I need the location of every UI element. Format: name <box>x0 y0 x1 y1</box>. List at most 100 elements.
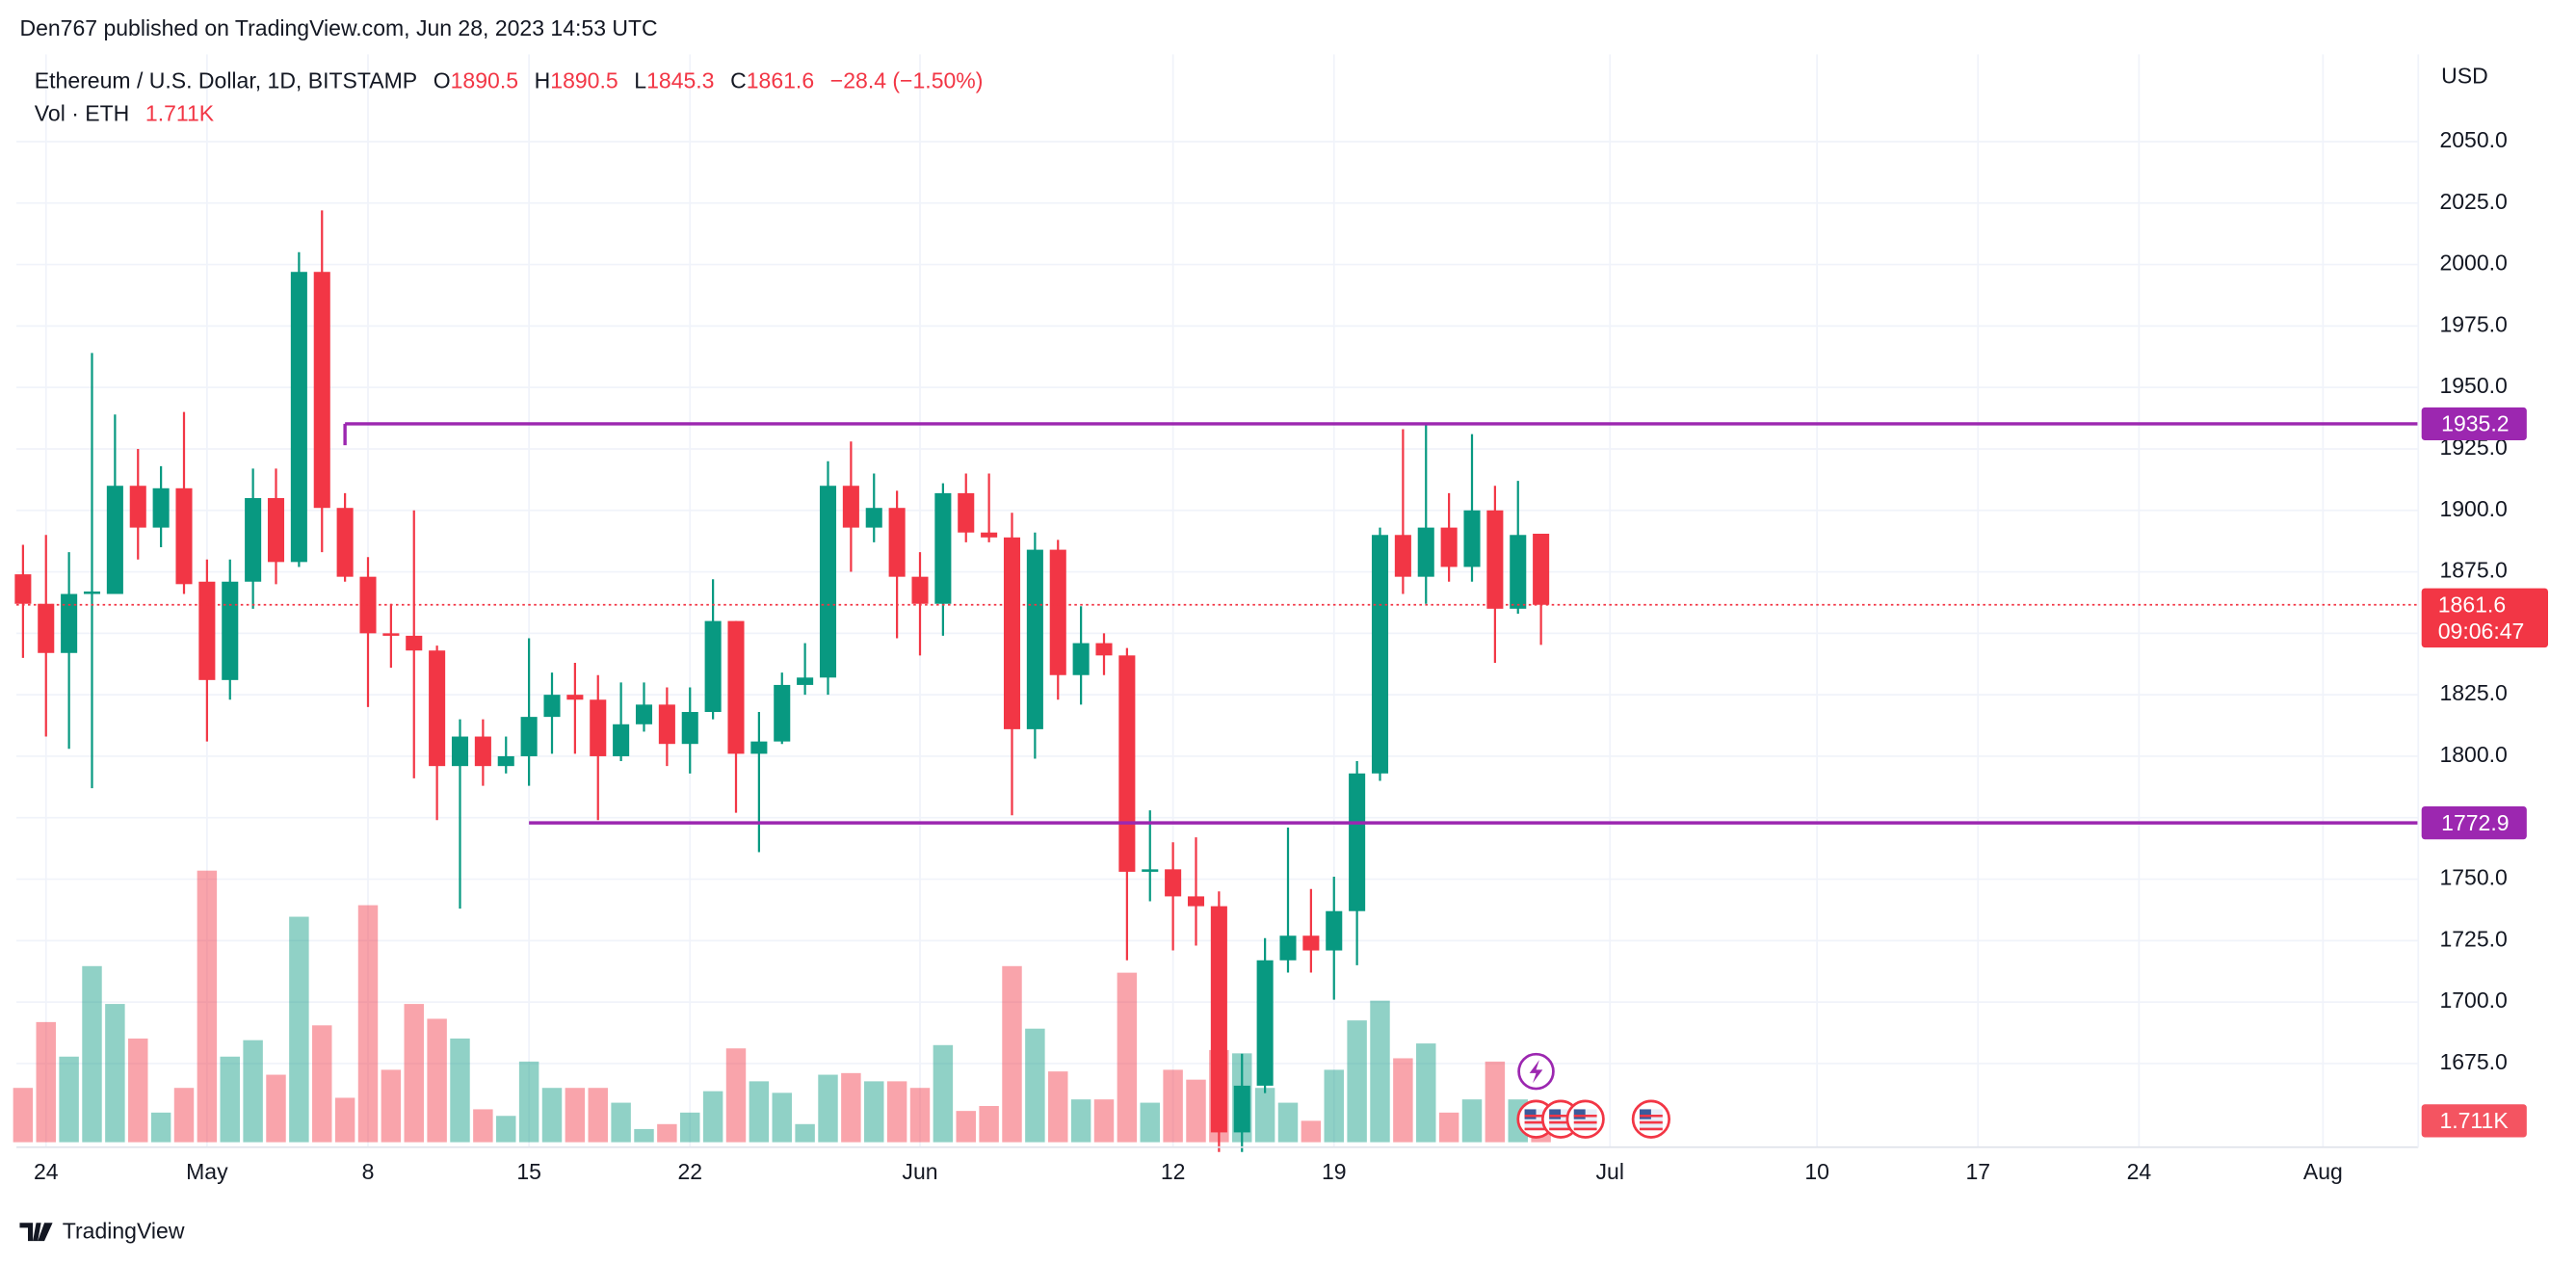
ohlc-key: O <box>434 67 451 92</box>
candle-body <box>152 487 170 528</box>
volume-bar <box>427 1018 447 1143</box>
candle-body <box>566 695 584 700</box>
candle-body <box>313 272 330 509</box>
y-tick-label: 2025.0 <box>2439 189 2507 214</box>
volume-bar <box>680 1112 700 1143</box>
candle-body <box>727 620 745 754</box>
volume-bar <box>1140 1102 1160 1143</box>
change: −28.4 (−1.50%) <box>830 67 984 92</box>
candle-body <box>865 508 882 528</box>
publisher: Den767 published on TradingView.com, Jun… <box>19 15 657 40</box>
candle-body <box>267 497 285 563</box>
y-tick-label: 1900.0 <box>2439 496 2507 521</box>
volume-bar <box>1485 1061 1506 1143</box>
candle-body <box>1371 535 1389 774</box>
volume-bar <box>1370 1000 1390 1143</box>
x-tick-label: 22 <box>677 1159 702 1184</box>
volume-bar <box>909 1088 931 1143</box>
price-badge <box>2421 806 2527 840</box>
volume-bar <box>289 916 309 1143</box>
volume-bar <box>82 965 102 1143</box>
volume-bar <box>357 905 379 1143</box>
symbol-title: Ethereum / U.S. Dollar, 1D, BITSTAMP <box>35 67 417 92</box>
y-tick-label: 1875.0 <box>2439 558 2507 583</box>
price-badge-label: 1772.9 <box>2441 810 2509 835</box>
volume-bar <box>404 1004 424 1143</box>
volume-bar <box>1277 1102 1299 1143</box>
candle-body <box>1510 535 1527 609</box>
volume-bar <box>841 1072 861 1143</box>
last-price-label: 1861.6 <box>2438 592 2506 618</box>
candle-body <box>406 635 423 651</box>
candle-body <box>83 591 101 594</box>
volume-bar <box>1461 1099 1483 1143</box>
candle-body <box>14 574 32 604</box>
volume-bar <box>1438 1112 1459 1143</box>
candle-body <box>981 532 998 538</box>
x-tick-label: 8 <box>362 1159 375 1184</box>
candle-body <box>290 272 307 563</box>
y-tick-label: 2000.0 <box>2439 250 2507 276</box>
candle-body <box>681 712 698 745</box>
candle-body <box>1394 535 1411 577</box>
volume-bar <box>864 1081 884 1143</box>
candle-body <box>819 486 837 678</box>
candle-body <box>658 704 675 745</box>
volume-badge-label: 1.711K <box>2439 1108 2509 1133</box>
volume-bar <box>381 1069 402 1143</box>
candle-body <box>1256 960 1274 1086</box>
volume-bar <box>657 1123 677 1143</box>
candle-body <box>797 677 814 685</box>
volume-bar <box>473 1109 493 1143</box>
candle-body <box>1072 643 1090 675</box>
x-tick-label: 10 <box>1804 1159 1829 1184</box>
ohlc-key: L <box>634 67 646 92</box>
candle-body <box>474 736 491 767</box>
overlay-layer: 1675.01700.01725.01750.01775.01800.01825… <box>16 127 2549 1184</box>
volume-bar <box>541 1088 563 1143</box>
candle-body <box>1486 510 1504 609</box>
currency: USD <box>2441 63 2488 88</box>
candle-body <box>1417 527 1434 577</box>
y-tick-label: 1700.0 <box>2439 988 2507 1013</box>
candle-body <box>1049 549 1066 675</box>
flag-icon <box>1565 1099 1605 1139</box>
candle-body <box>1533 534 1550 605</box>
candle-body <box>635 704 653 724</box>
volume-bar <box>1048 1071 1068 1143</box>
volume-bar <box>1117 972 1138 1143</box>
volume-bar <box>1186 1079 1206 1143</box>
candle-body <box>1326 910 1343 951</box>
volume-bar <box>173 1088 195 1143</box>
volume-bar <box>1025 1028 1045 1143</box>
volume-bar <box>266 1074 286 1143</box>
volume-bar <box>518 1061 539 1143</box>
volume-bar <box>220 1056 240 1143</box>
candle-body <box>222 581 239 680</box>
volume-value: 1.711K <box>145 101 215 126</box>
volume-bar <box>1070 1099 1091 1143</box>
volume-bar <box>565 1088 586 1143</box>
candle-body <box>590 699 607 756</box>
event-icons <box>1516 1052 1671 1139</box>
volume-bar <box>1163 1069 1183 1143</box>
footer-logo: TradingView <box>19 1219 185 1244</box>
volume-bar <box>1002 965 1022 1143</box>
candle-body <box>750 741 768 754</box>
candle-body <box>1165 869 1182 897</box>
volume-bar <box>772 1093 792 1143</box>
candle-body <box>1118 655 1136 872</box>
candle-body <box>704 620 722 713</box>
volume-bar <box>334 1097 355 1143</box>
volume-bar <box>1093 1099 1115 1143</box>
ohlc-value: 1890.5 <box>451 67 518 92</box>
ohlc-value: 1845.3 <box>646 67 714 92</box>
logo-mark <box>19 1223 53 1242</box>
candle-body <box>245 497 262 582</box>
x-tick-label: 24 <box>2127 1159 2152 1184</box>
logo-text: TradingView <box>63 1219 185 1244</box>
volume-bar <box>150 1112 171 1143</box>
volume-bar <box>611 1102 631 1143</box>
candle-body <box>774 684 791 742</box>
